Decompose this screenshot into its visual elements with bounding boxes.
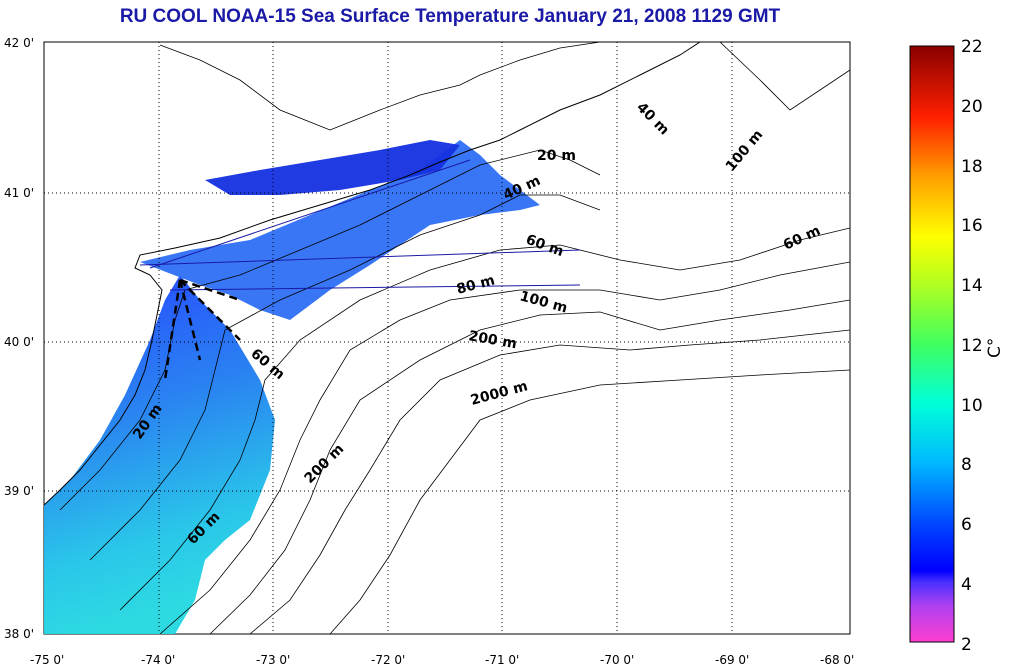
- lat-tick: 42 0': [4, 36, 34, 50]
- colorbar-tick: 16: [961, 216, 983, 236]
- colorbar-tick: 12: [961, 336, 983, 356]
- colorbar-tick: 6: [961, 515, 972, 535]
- lon-tick: -74 0': [141, 653, 175, 667]
- lon-tick: -73 0': [256, 653, 290, 667]
- lon-tick: -69 0': [715, 653, 749, 667]
- colorbar-tick: 10: [961, 396, 983, 416]
- colorbar-tick: 20: [961, 97, 983, 117]
- glider-track: [178, 279, 202, 361]
- transect-line: [149, 159, 471, 269]
- lat-tick: 38 0': [4, 627, 34, 641]
- colorbar-tick: 8: [961, 455, 972, 475]
- isobath-200: [249, 329, 850, 634]
- colorbar-tick: 14: [961, 276, 983, 296]
- isobath-label: 20 m: [537, 148, 576, 164]
- colorbar: 22 20 18 16 14 12 10 8 6 4 2 C°: [909, 37, 1005, 655]
- colorbar-tick: 18: [961, 157, 983, 177]
- lat-tick: 41 0': [4, 186, 34, 200]
- isobath-2000: [329, 369, 850, 634]
- grid: [44, 42, 850, 634]
- transect-line: [139, 249, 581, 266]
- lon-tick: -68 0': [820, 653, 854, 667]
- isobath-80: [159, 261, 850, 634]
- sst-sound: [205, 140, 460, 195]
- isobath-20: [59, 149, 601, 511]
- isobath-100: [209, 299, 850, 634]
- lon-tick: -70 0': [600, 653, 634, 667]
- lon-tick: -75 0': [30, 653, 64, 667]
- glider-track: [163, 279, 182, 381]
- colorbar-unit: C°: [985, 338, 1005, 358]
- lat-tick: 39 0': [4, 484, 34, 498]
- isobath-40: [89, 194, 601, 561]
- glider-track: [179, 278, 241, 302]
- glider-track: [179, 279, 241, 341]
- coastline: [44, 42, 701, 506]
- lat-tick: 40 0': [4, 335, 34, 349]
- lon-tick: -71 0': [485, 653, 519, 667]
- colorbar-tick: 2: [961, 635, 972, 655]
- map-title: RU COOL NOAA-15 Sea Surface Temperature …: [119, 6, 781, 27]
- colorbar-scale: [909, 45, 955, 643]
- colorbar-tick: 22: [961, 37, 983, 57]
- transect-line: [169, 284, 581, 291]
- colorbar-tick: 4: [961, 575, 972, 595]
- isobath-60: [119, 227, 850, 611]
- lon-tick: -72 0': [371, 653, 405, 667]
